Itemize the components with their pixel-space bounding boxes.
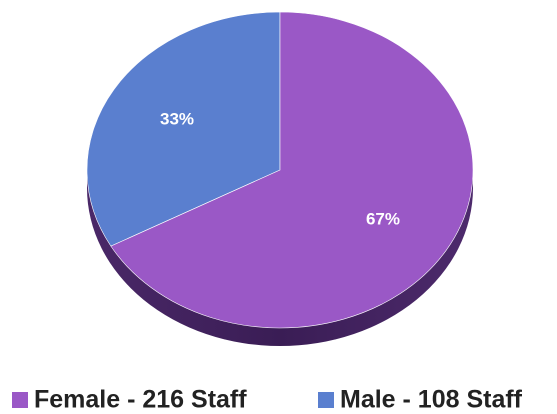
pie: 33% 67% (86, 11, 474, 346)
pie-slice (86, 11, 281, 247)
legend-swatch (12, 392, 28, 408)
legend-label: Female - 216 Staff (34, 386, 247, 414)
data-label: 33% (160, 110, 194, 129)
legend: Female - 216 Staff Male - 108 Staff (12, 386, 523, 414)
legend-label: Male - 108 Staff (340, 386, 523, 414)
pie-slice (110, 11, 474, 329)
legend-swatch (318, 392, 334, 408)
data-label: 67% (366, 209, 400, 228)
